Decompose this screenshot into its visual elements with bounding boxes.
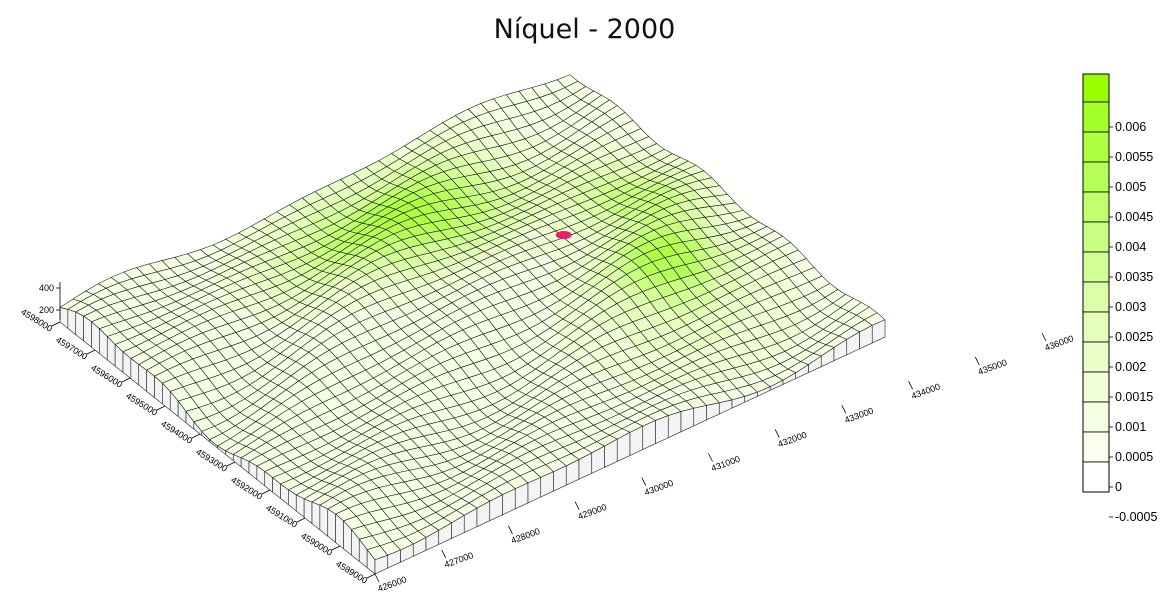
skirt-left-panel bbox=[83, 315, 92, 348]
skirt-left-panel bbox=[59, 307, 69, 329]
x-axis-tick bbox=[774, 429, 780, 438]
surface-mesh bbox=[59, 74, 886, 575]
x-tick-label: 431000 bbox=[710, 454, 742, 474]
colorbar-tick-label: 0.0015 bbox=[1115, 390, 1153, 404]
colorbar: 0.006 0.0055 0.005 0.0045 0.004 0.0035 0.003 0.… bbox=[1082, 73, 1157, 524]
skirt-left-panel bbox=[311, 501, 321, 531]
skirt-left-panel bbox=[303, 498, 313, 525]
x-axis-tick bbox=[908, 381, 913, 390]
x-tick-label: 433000 bbox=[843, 406, 875, 426]
colorbar-tick-label: 0.003 bbox=[1115, 300, 1146, 314]
y-axis-tick bbox=[51, 321, 61, 327]
x-axis-tick bbox=[508, 525, 513, 534]
colorbar-tick-label: 0.001 bbox=[1115, 420, 1146, 434]
x-axis-tick bbox=[841, 405, 847, 414]
y-axis-tick bbox=[121, 377, 131, 383]
colorbar-band bbox=[1082, 371, 1110, 403]
skirt-right-panel bbox=[871, 319, 886, 344]
colorbar-tick-label: -0.0005 bbox=[1115, 510, 1157, 524]
x-axis-tick bbox=[1041, 332, 1047, 342]
y-axis-tick bbox=[331, 545, 341, 551]
skirt-right-panel bbox=[693, 405, 707, 427]
skirt-left-panel bbox=[75, 311, 84, 342]
colorbar-tick-label: 0 bbox=[1115, 480, 1122, 494]
colorbar-band bbox=[1082, 431, 1110, 463]
skirt-right-panel bbox=[655, 415, 669, 445]
colorbar-tick-label: 0.0055 bbox=[1115, 150, 1153, 164]
x-axis-tick bbox=[574, 501, 580, 510]
x-tick-label: 426000 bbox=[376, 574, 408, 594]
colorbar-tick-label: 0.005 bbox=[1115, 180, 1146, 194]
y-axis-tick bbox=[191, 433, 201, 439]
x-axis-tick bbox=[441, 549, 447, 559]
z-tick-label: 200 bbox=[39, 305, 54, 315]
y-axis-tick bbox=[366, 573, 376, 579]
peak-marker bbox=[555, 230, 572, 239]
colorbar-band bbox=[1082, 191, 1110, 223]
colorbar-band bbox=[1082, 341, 1110, 373]
x-tick-label: 436000 bbox=[1043, 333, 1075, 353]
skirt-right-panel bbox=[706, 402, 720, 421]
colorbar-tick-label: 0.0045 bbox=[1115, 210, 1153, 224]
y-axis-tick bbox=[226, 461, 236, 467]
colorbar-tick-label: 0.004 bbox=[1115, 240, 1146, 254]
chart-title: Níquel - 2000 bbox=[493, 14, 676, 45]
x-axis-tick bbox=[708, 453, 713, 462]
x-tick-label: 434000 bbox=[910, 381, 942, 401]
colorbar-tick-label: 0.0025 bbox=[1115, 330, 1153, 344]
x-tick-label: 427000 bbox=[443, 550, 475, 570]
y-axis-tick bbox=[156, 405, 166, 411]
x-tick-label: 430000 bbox=[643, 478, 675, 498]
colorbar-band bbox=[1082, 131, 1110, 163]
colorbar-tick-label: 0.006 bbox=[1115, 120, 1146, 134]
skirt-left-panel bbox=[319, 504, 329, 537]
y-axis-tick bbox=[296, 517, 306, 523]
surface-skirt bbox=[59, 307, 886, 575]
x-tick-label: 428000 bbox=[510, 526, 542, 546]
skirt-right-panel bbox=[667, 411, 682, 439]
y-axis-tick bbox=[261, 489, 271, 495]
colorbar-tick-label: 0.0005 bbox=[1115, 450, 1153, 464]
x-axis-tick bbox=[974, 356, 980, 366]
colorbar-band bbox=[1082, 101, 1110, 133]
y-axis-tick bbox=[86, 349, 96, 355]
colorbar-band bbox=[1082, 281, 1110, 313]
colorbar-tick-label: 0.0035 bbox=[1115, 270, 1153, 284]
colorbar-band bbox=[1082, 461, 1110, 493]
skirt-left-panel bbox=[295, 494, 305, 518]
colorbar-band bbox=[1082, 221, 1110, 253]
x-tick-label: 435000 bbox=[977, 357, 1009, 377]
z-tick-label: 400 bbox=[39, 283, 54, 293]
colorbar-tick-label: 0.002 bbox=[1115, 360, 1146, 374]
skirt-left-panel bbox=[327, 508, 336, 544]
colorbar-band bbox=[1082, 161, 1110, 193]
colorbar-band bbox=[1082, 73, 1110, 103]
skirt-left-panel bbox=[67, 308, 77, 336]
colorbar-band bbox=[1082, 251, 1110, 283]
colorbar-band bbox=[1082, 311, 1110, 343]
x-tick-label: 432000 bbox=[776, 430, 808, 450]
x-axis-tick bbox=[374, 573, 380, 583]
x-axis-tick bbox=[641, 477, 647, 486]
colorbar-outline bbox=[1082, 73, 1110, 493]
colorbar-band bbox=[1082, 401, 1110, 433]
x-tick-label: 429000 bbox=[576, 502, 608, 522]
skirt-right-panel bbox=[680, 407, 695, 433]
